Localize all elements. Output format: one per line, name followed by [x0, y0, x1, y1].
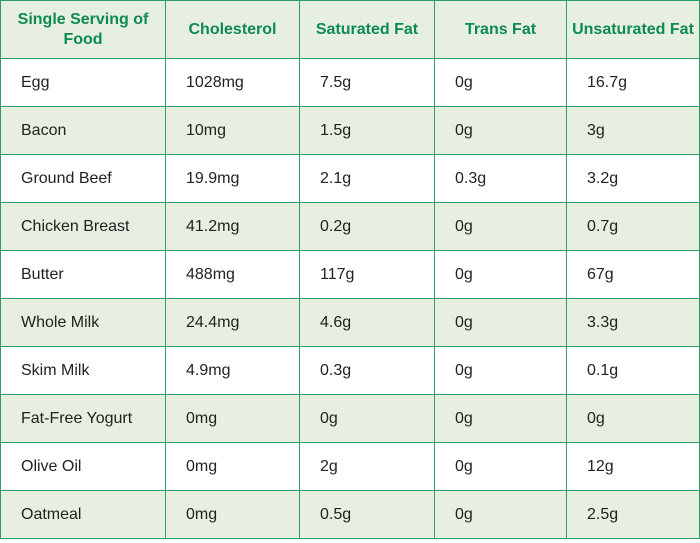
cell-food: Bacon [0, 106, 166, 155]
header-row: Single Serving of Food Cholesterol Satur… [0, 0, 700, 59]
cell-trans-fat: 0g [434, 106, 567, 155]
table-row: Oatmeal 0mg 0.5g 0g 2.5g [0, 490, 700, 539]
table-row: Bacon 10mg 1.5g 0g 3g [0, 106, 700, 155]
cell-trans-fat: 0g [434, 298, 567, 347]
table-row: Olive Oil 0mg 2g 0g 12g [0, 442, 700, 491]
cell-trans-fat: 0.3g [434, 154, 567, 203]
cell-saturated-fat: 7.5g [299, 58, 435, 107]
cell-saturated-fat: 2.1g [299, 154, 435, 203]
cell-saturated-fat: 0.5g [299, 490, 435, 539]
cell-unsaturated-fat: 3.2g [566, 154, 700, 203]
cell-food: Ground Beef [0, 154, 166, 203]
cell-saturated-fat: 4.6g [299, 298, 435, 347]
header-cholesterol: Cholesterol [165, 0, 300, 59]
cell-trans-fat: 0g [434, 58, 567, 107]
cell-trans-fat: 0g [434, 250, 567, 299]
cell-cholesterol: 0mg [165, 394, 300, 443]
cell-unsaturated-fat: 3.3g [566, 298, 700, 347]
cell-cholesterol: 488mg [165, 250, 300, 299]
table-row: Whole Milk 24.4mg 4.6g 0g 3.3g [0, 298, 700, 347]
table-row: Fat-Free Yogurt 0mg 0g 0g 0g [0, 394, 700, 443]
table-row: Skim Milk 4.9mg 0.3g 0g 0.1g [0, 346, 700, 395]
cell-unsaturated-fat: 12g [566, 442, 700, 491]
cell-unsaturated-fat: 2.5g [566, 490, 700, 539]
cell-trans-fat: 0g [434, 490, 567, 539]
cell-cholesterol: 4.9mg [165, 346, 300, 395]
cell-cholesterol: 0mg [165, 442, 300, 491]
table-row: Egg 1028mg 7.5g 0g 16.7g [0, 58, 700, 107]
header-trans-fat: Trans Fat [434, 0, 567, 59]
cell-cholesterol: 19.9mg [165, 154, 300, 203]
header-unsaturated-fat: Unsaturated Fat [566, 0, 700, 59]
table-body: Egg 1028mg 7.5g 0g 16.7g Bacon 10mg 1.5g 0g 3g Gro… [0, 58, 700, 539]
cell-trans-fat: 0g [434, 442, 567, 491]
cell-unsaturated-fat: 67g [566, 250, 700, 299]
cell-unsaturated-fat: 3g [566, 106, 700, 155]
cell-food: Butter [0, 250, 166, 299]
cell-saturated-fat: 117g [299, 250, 435, 299]
table-row: Butter 488mg 117g 0g 67g [0, 250, 700, 299]
table-row: Ground Beef 19.9mg 2.1g 0.3g 3.2g [0, 154, 700, 203]
cell-cholesterol: 10mg [165, 106, 300, 155]
cell-food: Oatmeal [0, 490, 166, 539]
cell-cholesterol: 24.4mg [165, 298, 300, 347]
cell-trans-fat: 0g [434, 202, 567, 251]
cell-food: Skim Milk [0, 346, 166, 395]
cell-trans-fat: 0g [434, 346, 567, 395]
cell-trans-fat: 0g [434, 394, 567, 443]
cell-cholesterol: 1028mg [165, 58, 300, 107]
cell-unsaturated-fat: 0g [566, 394, 700, 443]
header-food: Single Serving of Food [0, 0, 166, 59]
cell-food: Egg [0, 58, 166, 107]
cell-food: Olive Oil [0, 442, 166, 491]
cell-saturated-fat: 2g [299, 442, 435, 491]
cell-saturated-fat: 0.2g [299, 202, 435, 251]
table-header: Single Serving of Food Cholesterol Satur… [0, 0, 700, 59]
cell-saturated-fat: 0g [299, 394, 435, 443]
cell-unsaturated-fat: 0.7g [566, 202, 700, 251]
cell-saturated-fat: 1.5g [299, 106, 435, 155]
table-row: Chicken Breast 41.2mg 0.2g 0g 0.7g [0, 202, 700, 251]
header-saturated-fat: Saturated Fat [299, 0, 435, 59]
cell-cholesterol: 0mg [165, 490, 300, 539]
cell-food: Fat-Free Yogurt [0, 394, 166, 443]
cell-unsaturated-fat: 16.7g [566, 58, 700, 107]
cell-food: Chicken Breast [0, 202, 166, 251]
cell-food: Whole Milk [0, 298, 166, 347]
cell-saturated-fat: 0.3g [299, 346, 435, 395]
cell-cholesterol: 41.2mg [165, 202, 300, 251]
cell-unsaturated-fat: 0.1g [566, 346, 700, 395]
